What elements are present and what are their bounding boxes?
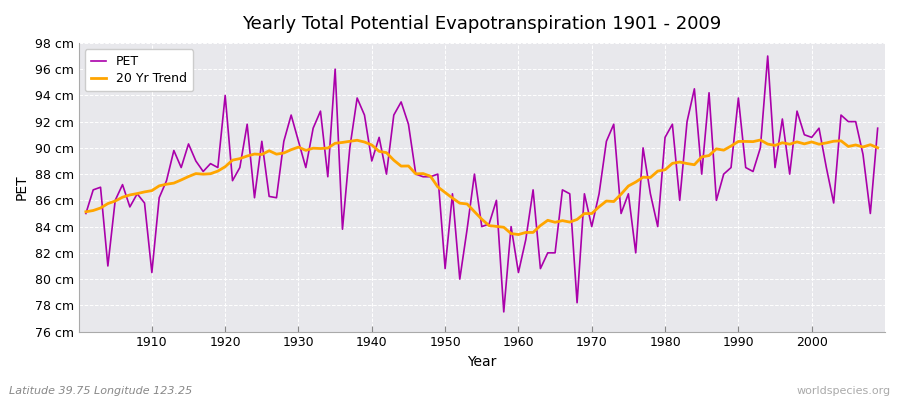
20 Yr Trend (345, 139, 356, 144)
PET (499, 310, 509, 314)
PET (608, 122, 619, 127)
20 Yr Trend (872, 145, 883, 150)
X-axis label: Year: Year (467, 355, 497, 369)
Legend: PET, 20 Yr Trend: PET, 20 Yr Trend (85, 49, 194, 91)
20 Yr Trend (80, 209, 91, 214)
Line: 20 Yr Trend: 20 Yr Trend (86, 140, 878, 234)
20 Yr Trend (513, 232, 524, 237)
20 Yr Trend (140, 190, 150, 194)
PET (513, 270, 524, 275)
Y-axis label: PET: PET (15, 174, 29, 200)
PET (140, 200, 150, 205)
PET (762, 54, 773, 58)
20 Yr Trend (755, 138, 766, 142)
Text: Latitude 39.75 Longitude 123.25: Latitude 39.75 Longitude 123.25 (9, 386, 193, 396)
20 Yr Trend (506, 231, 517, 236)
PET (520, 237, 531, 242)
PET (80, 211, 91, 216)
20 Yr Trend (520, 230, 531, 235)
PET (301, 165, 311, 170)
Line: PET: PET (86, 56, 878, 312)
Title: Yearly Total Potential Evapotranspiration 1901 - 2009: Yearly Total Potential Evapotranspiratio… (242, 15, 722, 33)
PET (872, 126, 883, 130)
20 Yr Trend (301, 148, 311, 153)
20 Yr Trend (608, 199, 619, 204)
Text: worldspecies.org: worldspecies.org (796, 386, 891, 396)
PET (345, 146, 356, 150)
